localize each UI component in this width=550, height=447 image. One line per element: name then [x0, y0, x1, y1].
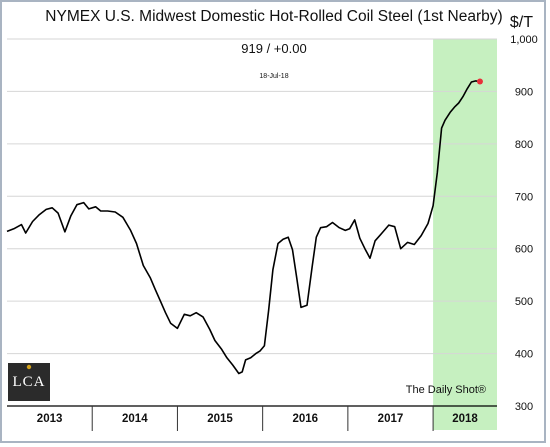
highlight-2018 — [433, 39, 497, 430]
logo-text: LCA — [13, 374, 46, 390]
y-tick-label: 1,000 — [510, 34, 538, 46]
y-tick-label: 700 — [515, 191, 533, 203]
y-axis-unit: $/T — [510, 14, 533, 31]
gridlines — [7, 38, 497, 355]
y-tick-label: 800 — [515, 139, 533, 151]
y-tick-label: 500 — [515, 296, 533, 308]
x-tick-label: 2017 — [378, 413, 404, 425]
lca-logo: LCA — [8, 363, 50, 401]
y-tick-label: 400 — [515, 349, 533, 361]
y-tick-label: 600 — [515, 244, 533, 256]
x-tick-label: 2013 — [37, 413, 63, 425]
last-price-marker — [476, 78, 483, 85]
x-tick-label: 2018 — [452, 413, 478, 425]
plot-background — [433, 39, 497, 430]
x-axis: 2013 2014 2015 2016 2017 2018 — [7, 405, 497, 431]
chart-title: NYMEX U.S. Midwest Domestic Hot-Rolled C… — [45, 8, 502, 25]
readout-date: 18-Jul-18 — [259, 73, 288, 80]
price-line — [6, 80, 481, 375]
source-credit: The Daily Shot® — [406, 384, 486, 396]
x-tick-label: 2015 — [207, 413, 233, 425]
x-tick-label: 2016 — [292, 413, 318, 425]
x-tick-label: 2014 — [122, 413, 148, 425]
y-tick-label: 900 — [515, 86, 533, 98]
y-axis: 300 400 500 600 700 800 900 1,000 — [510, 34, 538, 413]
price-readout: 919 / +0.00 — [241, 41, 306, 56]
price-series — [6, 78, 483, 375]
y-tick-label: 300 — [515, 401, 533, 413]
